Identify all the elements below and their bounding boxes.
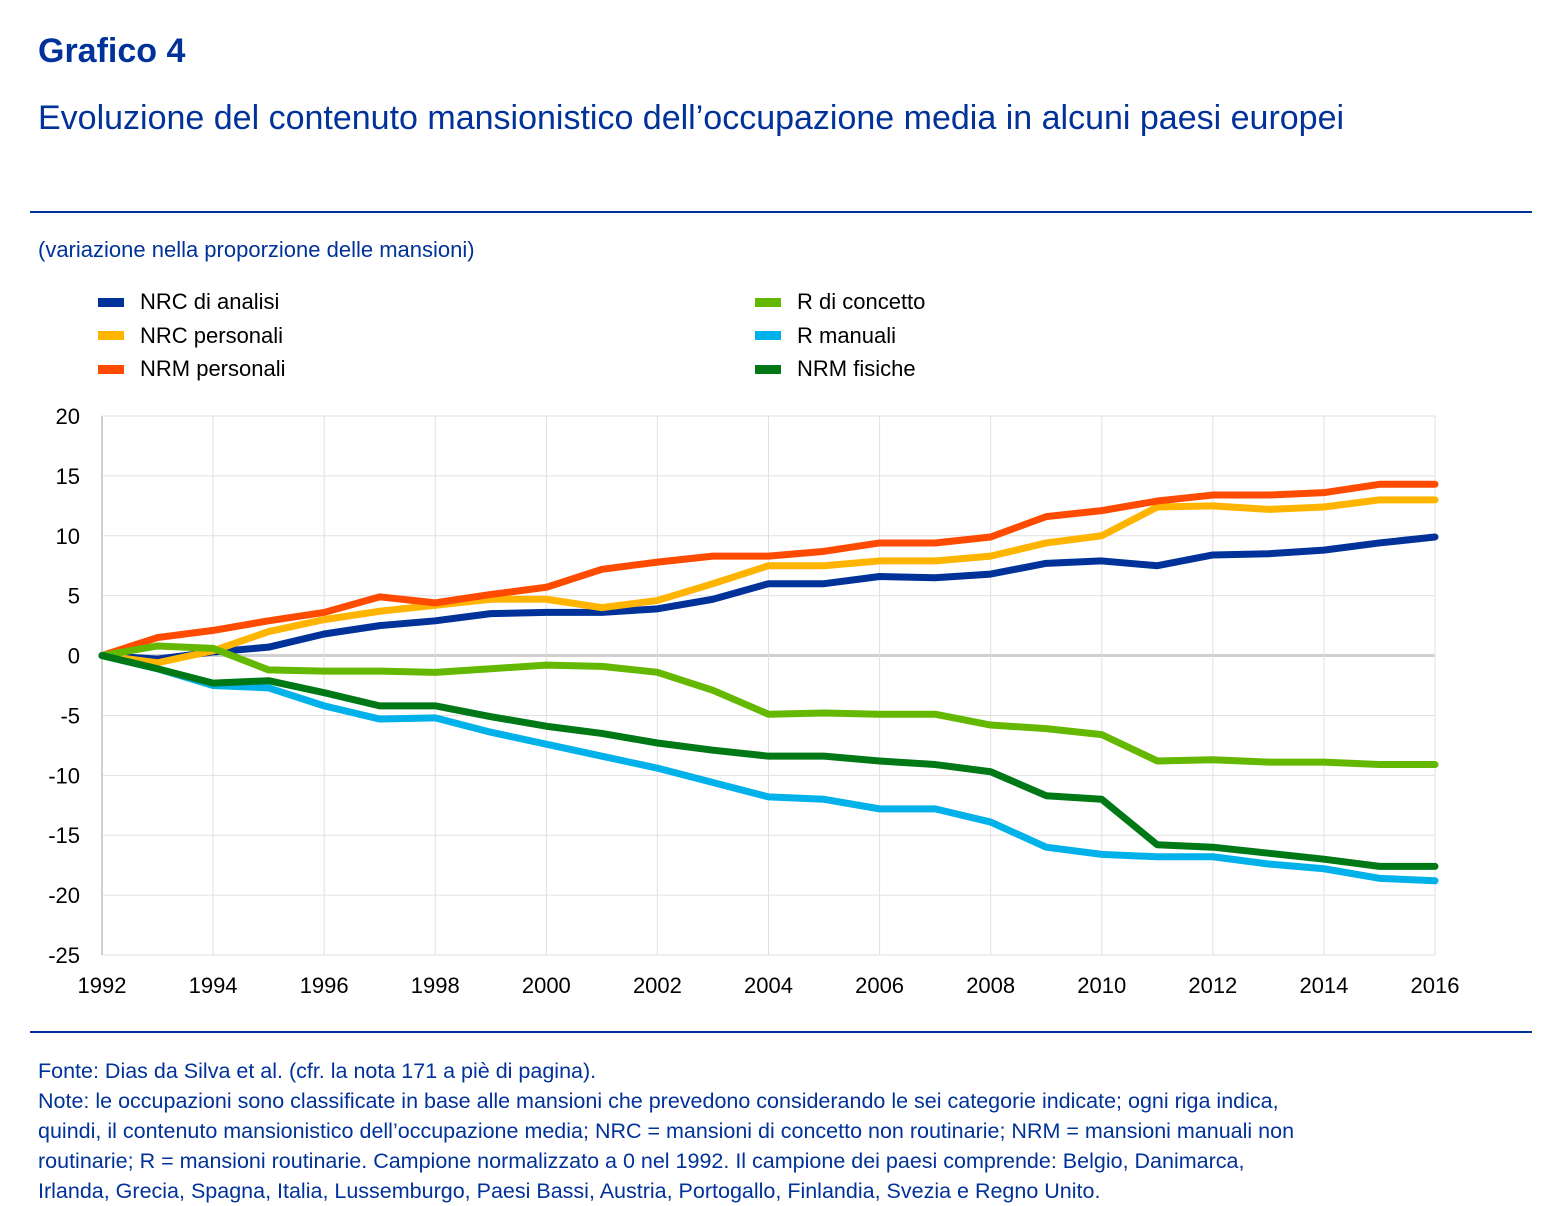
y-tick-label: 5: [68, 584, 80, 609]
legend-label: NRM personali: [140, 356, 286, 381]
x-tick-label: 2008: [966, 973, 1015, 998]
series-line-nrm-personali: [98, 480, 1439, 660]
series-line-r-manuali: [98, 652, 1439, 885]
legend-swatch: [755, 331, 781, 340]
note-line: Note: le occupazioni sono classificate i…: [38, 1089, 1279, 1113]
chart-number: Grafico 4: [38, 32, 186, 70]
x-tick-label: 2014: [1299, 973, 1348, 998]
series-line-r-di-concetto: [98, 642, 1439, 769]
note-line: Irlanda, Grecia, Spagna, Italia, Lussemb…: [38, 1179, 1101, 1203]
legend-item: NRC personali: [98, 323, 283, 349]
top-divider: [30, 211, 1532, 213]
units-label: (variazione nella proporzione delle mans…: [38, 237, 475, 262]
series-line-nrc-personali: [98, 496, 1439, 667]
x-tick-label: 1992: [78, 973, 127, 998]
legend-swatch: [755, 297, 781, 307]
x-tick-label: 2000: [522, 973, 571, 998]
x-tick-label: 2010: [1077, 973, 1126, 998]
legend-label: R di concetto: [797, 289, 926, 314]
series-line-nrc-di-analisi: [98, 533, 1439, 663]
legend-label: R manuali: [797, 322, 897, 348]
legend-item: R manuali: [755, 323, 896, 349]
x-tick-label: 2006: [855, 973, 904, 998]
x-tick-label: 1998: [411, 973, 460, 998]
source-line: Fonte: Dias da Silva et al. (cfr. la not…: [38, 1059, 597, 1083]
legend-item: R di concetto: [755, 289, 925, 315]
series-line-nrm-fisiche: [98, 652, 1439, 870]
y-tick-label: 0: [68, 644, 80, 669]
footnotes: Fonte: Dias da Silva et al. (cfr. la not…: [38, 1056, 1538, 1206]
legend-label: NRM fisiche: [797, 356, 916, 381]
y-tick-label: -20: [48, 883, 80, 908]
y-tick-label: -15: [48, 823, 80, 848]
legend-swatch: [98, 364, 124, 374]
line-chart: 20 15 10 5 0 -5 -10 -15 -20 -25 1992 1994 1996 1998 20…: [48, 404, 1460, 998]
chart-title: Evoluzione del contenuto mansionistico d…: [38, 99, 1345, 137]
y-tick-label: 10: [56, 524, 80, 549]
legend-label: NRC personali: [140, 322, 284, 348]
x-tick-label: 2002: [633, 973, 682, 998]
legend-item: NRM fisiche: [755, 356, 916, 382]
legend-label: NRC di analisi: [140, 289, 280, 314]
x-tick-label: 1996: [300, 973, 349, 998]
x-tick-label: 2016: [1411, 973, 1460, 998]
x-tick-label: 1994: [189, 973, 238, 998]
y-tick-label: 20: [56, 404, 80, 429]
y-tick-label: 15: [56, 464, 80, 489]
y-tick-label: -5: [60, 703, 80, 728]
note-line: routinarie; R = mansioni routinarie. Cam…: [38, 1149, 1245, 1173]
note-line: quindi, il contenuto mansionistico dell’…: [38, 1119, 1295, 1143]
y-tick-label: -10: [48, 763, 80, 788]
x-tick-label: 2012: [1188, 973, 1237, 998]
y-tick-label: -25: [48, 943, 80, 968]
bottom-divider: [30, 1031, 1532, 1033]
legend-swatch: [98, 331, 124, 340]
legend-item: NRM personali: [98, 356, 286, 382]
legend-swatch: [98, 297, 124, 307]
legend-item: NRC di analisi: [98, 289, 279, 315]
x-tick-label: 2004: [744, 973, 793, 998]
legend-swatch: [755, 364, 781, 374]
